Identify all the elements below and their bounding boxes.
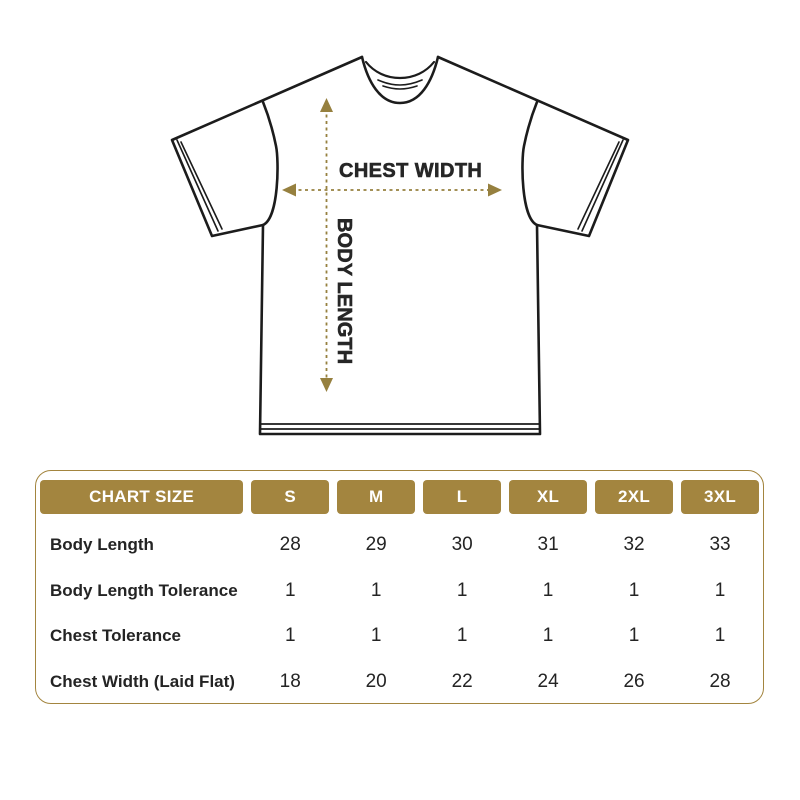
svg-text:BODY LENGTH: BODY LENGTH [333, 218, 355, 364]
svg-text:CHEST WIDTH: CHEST WIDTH [339, 160, 482, 182]
